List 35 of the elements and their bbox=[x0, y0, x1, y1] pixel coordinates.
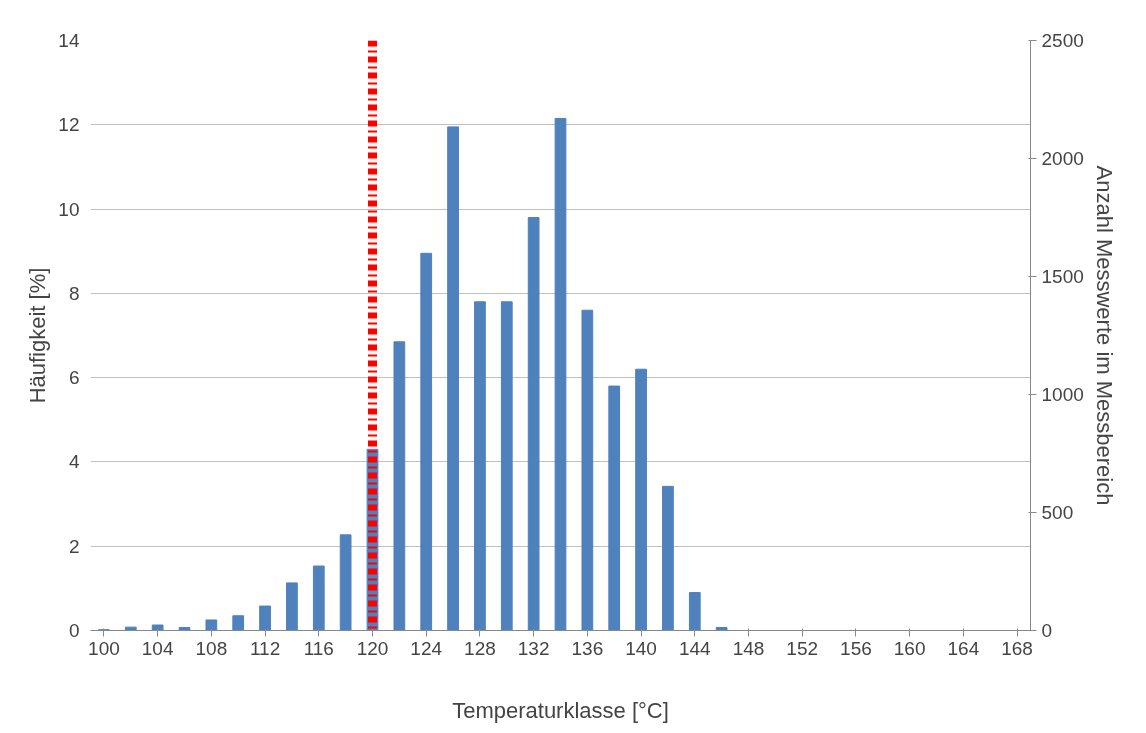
y2-tick-label: 1500 bbox=[1041, 266, 1084, 287]
y-tick-label: 0 bbox=[68, 620, 80, 641]
x-tick-label: 116 bbox=[303, 637, 334, 659]
y-tick-label: 10 bbox=[58, 198, 80, 220]
y2-tick-label: 500 bbox=[1041, 502, 1074, 523]
x-tick-label: 108 bbox=[195, 637, 228, 659]
x-tick-label: 156 bbox=[840, 637, 872, 659]
y-tick-label: 4 bbox=[68, 451, 80, 473]
y-tick-label: 12 bbox=[58, 114, 80, 136]
x-tick-label: 140 bbox=[625, 637, 657, 659]
x-tick-label: 168 bbox=[1001, 637, 1033, 659]
y-axis-title: Häufigkeit [%] bbox=[25, 267, 51, 404]
x-tick-label: 112 bbox=[249, 637, 281, 659]
x-tick-label: 152 bbox=[786, 637, 819, 659]
x-tick-label: 120 bbox=[356, 637, 389, 659]
y-tick-label: 6 bbox=[68, 367, 80, 389]
x-tick-label: 148 bbox=[732, 637, 765, 659]
x-tick-label: 128 bbox=[464, 637, 496, 659]
y2-axis-title: Anzahl Messwerte im Messbereich bbox=[1091, 165, 1117, 506]
x-axis-title: Temperaturklasse [°C] bbox=[452, 697, 669, 723]
x-tick-label: 104 bbox=[141, 637, 174, 659]
y2-tick-label: 1000 bbox=[1041, 384, 1084, 405]
y-tick-label: 2 bbox=[68, 535, 80, 557]
y2-tick-label: 2000 bbox=[1041, 148, 1084, 169]
x-tick-label: 132 bbox=[517, 637, 550, 659]
x-tick-label: 124 bbox=[410, 637, 443, 659]
x-tick-label: 144 bbox=[678, 637, 712, 659]
y-tick-label: 14 bbox=[58, 30, 80, 51]
y2-tick-label: 0 bbox=[1041, 620, 1053, 641]
x-tick-label: 164 bbox=[947, 637, 980, 659]
x-tick-label: 100 bbox=[88, 637, 120, 659]
y2-tick-label: 2500 bbox=[1041, 30, 1084, 51]
x-tick-label: 136 bbox=[571, 637, 604, 659]
x-tick-label: 160 bbox=[893, 637, 926, 659]
y-tick-label: 8 bbox=[68, 282, 80, 304]
